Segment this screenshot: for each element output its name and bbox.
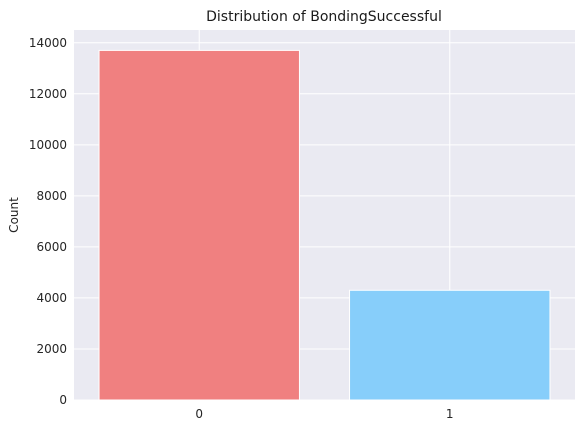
y-tick-labels: 0 2000 4000 6000 8000 10000 12000 14000	[29, 36, 67, 407]
y-tick-label: 2000	[36, 342, 67, 356]
y-tick-label: 6000	[36, 240, 67, 254]
x-tick-label: 1	[446, 407, 454, 421]
bar-0	[98, 49, 300, 401]
y-tick-label: 8000	[36, 189, 67, 203]
y-tick-label: 10000	[29, 138, 67, 152]
y-tick-label: 0	[59, 393, 67, 407]
y-tick-label: 4000	[36, 291, 67, 305]
y-tick-label: 14000	[29, 36, 67, 50]
bar-1	[349, 289, 551, 401]
y-tick-label: 12000	[29, 87, 67, 101]
chart-title: Distribution of BondingSuccessful	[206, 9, 442, 25]
bars	[98, 49, 551, 401]
y-axis-label: Count	[7, 197, 21, 233]
x-tick-label: 0	[195, 407, 203, 421]
